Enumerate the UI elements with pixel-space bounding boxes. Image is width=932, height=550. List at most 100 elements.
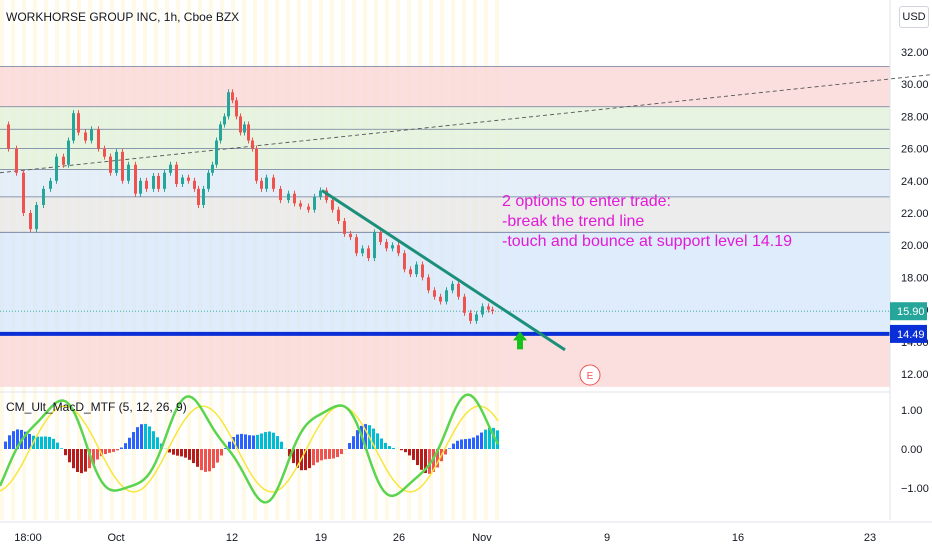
macd-histogram-bar (328, 449, 331, 459)
y-tick-label: 26.00 (901, 144, 929, 156)
candle-body (487, 306, 490, 310)
candle-body (202, 188, 205, 205)
candle-body (260, 180, 263, 189)
candle-body (433, 290, 436, 297)
candle-body (445, 290, 448, 302)
macd-histogram-bar (192, 449, 195, 464)
candle-body (219, 124, 222, 141)
candle-body (325, 190, 328, 201)
macd-histogram-bar (308, 449, 311, 469)
macd-histogram-bar (168, 449, 171, 453)
macd-histogram-bar (76, 449, 79, 472)
macd-histogram-bar (324, 449, 327, 460)
annotation-line-3: -touch and bounce at support level 14.19 (502, 233, 792, 250)
macd-histogram-bar (460, 439, 463, 449)
macd-histogram-bar (60, 448, 63, 449)
macd-line (0, 393, 500, 504)
candle-body (255, 148, 258, 181)
candle-body (181, 177, 184, 185)
macd-histogram-bar (260, 433, 263, 449)
macd-histogram-bar (476, 435, 479, 449)
macd-histogram-bar (296, 449, 299, 468)
macd-histogram-bar (140, 424, 143, 449)
x-tick-label: 19 (315, 532, 327, 544)
macd-histogram-bar (24, 431, 27, 449)
candle-body (97, 129, 100, 149)
macd-y-tick-label: 1.00 (901, 405, 922, 417)
candle-body (187, 177, 190, 181)
candle-body (251, 140, 254, 149)
macd-histogram-bar (304, 449, 307, 471)
macd-histogram-bar (128, 437, 131, 449)
signal-line (0, 405, 499, 493)
candle-body (193, 180, 196, 189)
macd-histogram-bar (148, 426, 151, 449)
macd-histogram-bar (256, 434, 259, 449)
candle-body (463, 296, 466, 313)
price-zone (0, 196, 890, 233)
macd-histogram-bar (120, 447, 123, 449)
annotation-line-2: -break the trend line (502, 213, 645, 230)
macd-histogram-bar (84, 449, 87, 472)
candle-body (391, 245, 394, 249)
x-tick-label: Nov (472, 532, 492, 544)
macd-histogram-bar (224, 448, 227, 449)
macd-histogram-bar (212, 449, 215, 469)
candle-body (90, 129, 93, 141)
macd-histogram-bar (412, 449, 415, 460)
candle-body (215, 140, 218, 165)
candle-body (211, 164, 214, 173)
trade-annotation: 2 options to enter trade: -break the tre… (502, 192, 792, 252)
macd-histogram-bar (144, 423, 147, 449)
price-tag-label: 14.49 (897, 329, 925, 341)
candle-body (239, 116, 242, 133)
macd-histogram-bar (136, 427, 139, 449)
candle-body (175, 164, 178, 185)
candle-body (439, 296, 442, 302)
candle-body (235, 100, 238, 117)
currency-button[interactable]: USD (899, 6, 929, 28)
y-tick-label: 20.00 (901, 240, 929, 252)
macd-histogram-bar (108, 449, 111, 453)
macd-histogram-bar (472, 437, 475, 449)
candle-body (349, 233, 352, 238)
candle-body (279, 188, 282, 201)
macd-histogram-bar (92, 449, 95, 464)
macd-histogram-bar (452, 443, 455, 449)
y-tick-label: 24.00 (901, 176, 929, 188)
macd-y-tick-label: 0.00 (901, 444, 922, 456)
price-zone (0, 232, 890, 334)
macd-histogram-bar (48, 436, 51, 449)
macd-histogram-bar (28, 433, 31, 449)
macd-histogram-bar (388, 446, 391, 449)
candle-body (319, 190, 322, 197)
candle-body (313, 196, 316, 210)
y-tick-label: 12.00 (901, 369, 929, 381)
candle-body (49, 180, 52, 189)
macd-histogram-bar (340, 449, 343, 455)
macd-histogram-bar (480, 432, 483, 449)
macd-histogram-bar (320, 449, 323, 461)
macd-histogram-bar (64, 449, 67, 456)
macd-histogram-bar (380, 438, 383, 449)
candle-body (451, 283, 454, 291)
macd-histogram-bar (104, 449, 107, 455)
candle-body (457, 283, 460, 297)
chart-title: WORKHORSE GROUP INC, 1h, Cboe BZX (6, 10, 240, 24)
candle-body (139, 180, 142, 194)
horizontal-levels (0, 66, 932, 336)
candle-body (299, 203, 302, 207)
x-tick-label: Oct (107, 532, 124, 544)
macd-histogram-bar (272, 432, 275, 449)
macd-histogram-bar (392, 447, 395, 449)
earnings-marker-label: E (587, 371, 594, 382)
candle-body (67, 140, 70, 165)
macd-histogram-bar (12, 431, 15, 449)
candle-body (127, 164, 130, 181)
candle-body (231, 92, 234, 101)
macd-histogram-bar (156, 437, 159, 449)
y-tick-label: 32.00 (901, 47, 929, 59)
macd-histogram-bar (416, 449, 419, 466)
macd-histogram-bar (36, 436, 39, 449)
